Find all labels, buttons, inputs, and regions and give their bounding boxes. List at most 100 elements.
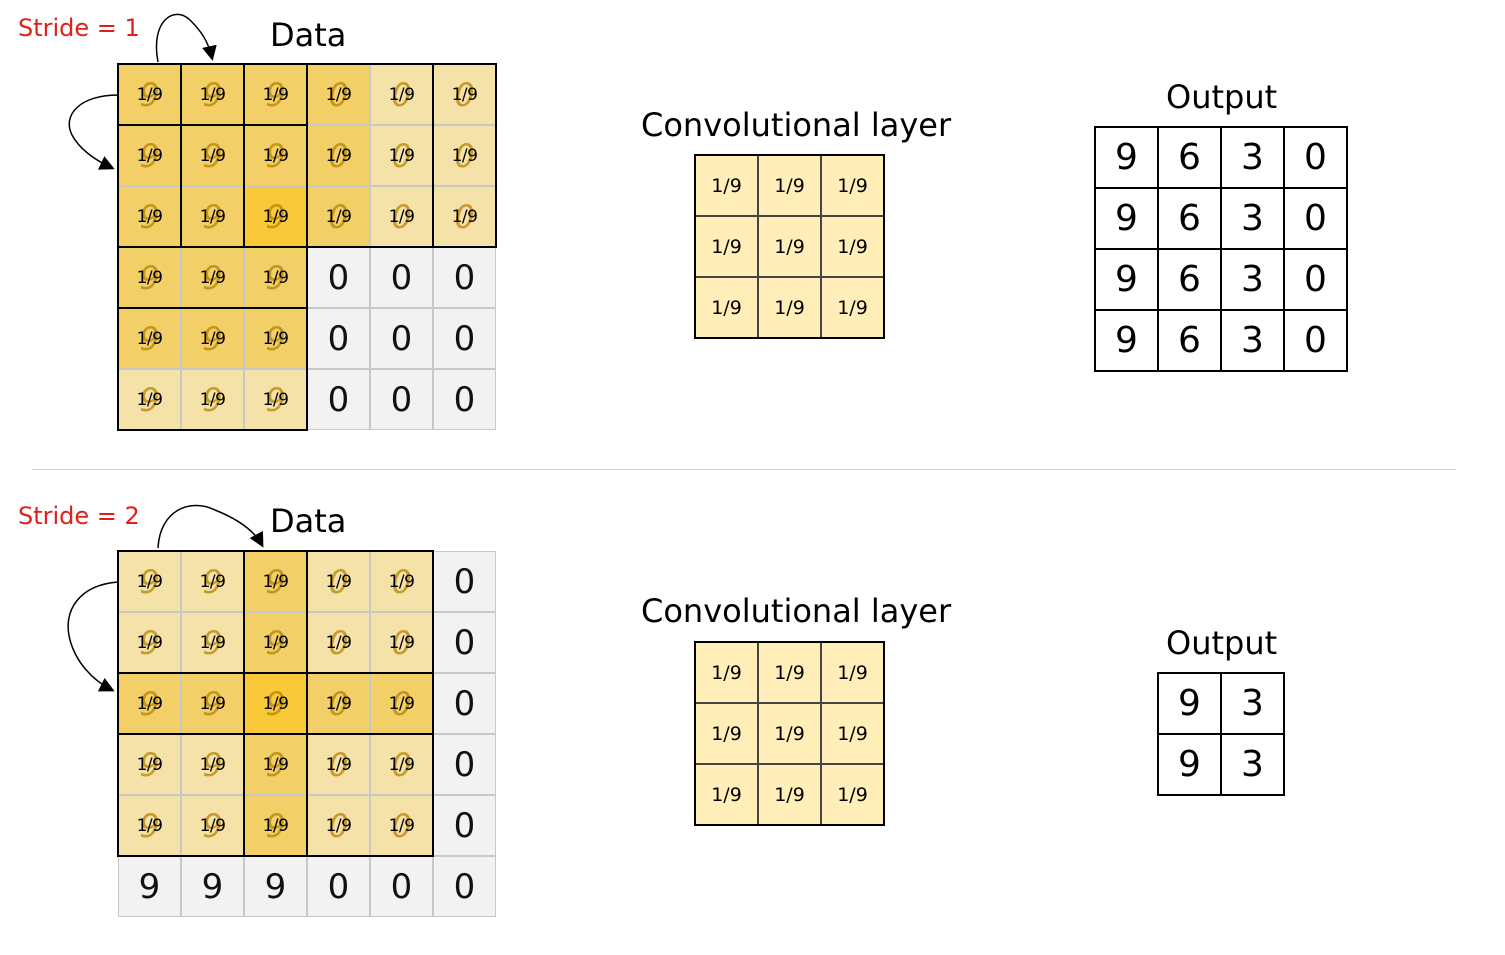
data-cell-value: 0 [328,562,349,601]
data-cell: 0 [307,308,370,369]
data-cell-value: 9 [202,745,223,784]
data-cell-value: 9 [139,75,160,114]
output-cell: 9 [1095,249,1158,310]
data-cell-value: 0 [453,683,476,724]
data-cell-value: 9 [202,684,223,723]
data-cell-value: 9 [202,623,223,662]
output-title: Output [1166,624,1278,662]
filter-weight-overlay: 1/9 [199,571,226,592]
data-cell: 0 [370,856,433,917]
kernel-cell: 1/9 [821,155,884,216]
data-cell: 9 1/9 [181,551,244,612]
output-cell: 3 [1221,127,1284,188]
stride-label: Stride = 1 [18,14,140,42]
data-cell-value: 9 [265,380,286,419]
data-cell-value: 0 [453,318,476,359]
data-cell-value: 9 [139,319,160,358]
data-cell-value: 0 [453,622,476,663]
filter-weight-overlay: 1/9 [136,84,163,105]
data-cell-value: 9 [139,562,160,601]
data-cell-value: 9 [139,684,160,723]
filter-weight-overlay: 1/9 [325,571,352,592]
data-cell: 9 1/9 [244,308,307,369]
data-cell: 0 1/9 [370,795,433,856]
data-cell-value: 9 [139,197,160,236]
filter-weight-overlay: 1/9 [451,84,478,105]
filter-weight-overlay: 1/9 [262,571,289,592]
data-cell-value: 0 [390,866,413,907]
filter-weight-overlay: 1/9 [199,815,226,836]
arrow-down-icon [67,581,119,692]
arrow-right-icon [157,504,264,549]
data-cell-value: 9 [139,806,160,845]
data-cell-value: 9 [139,258,160,297]
data-cell-value: 0 [390,257,413,298]
filter-weight-overlay: 1/9 [388,693,415,714]
data-cell-value: 9 [265,806,286,845]
data-cell: 0 [433,795,496,856]
data-cell: 0 1/9 [307,612,370,673]
data-cell-value: 0 [453,561,476,602]
data-cell-value: 9 [202,562,223,601]
filter-weight-overlay: 1/9 [262,754,289,775]
output-cell: 6 [1158,188,1221,249]
data-cell-value: 0 [391,806,412,845]
kernel-cell: 1/9 [695,216,758,277]
data-cell-value: 0 [391,75,412,114]
data-cell-value: 0 [391,623,412,662]
data-cell: 9 1/9 [181,369,244,430]
data-cell: 0 [370,247,433,308]
filter-weight-overlay: 1/9 [388,815,415,836]
filter-weight-overlay: 1/9 [388,145,415,166]
data-cell: 0 1/9 [307,64,370,125]
kernel-cell: 1/9 [821,764,884,825]
filter-weight-overlay: 1/9 [388,632,415,653]
data-cell-value: 0 [328,136,349,175]
output-cell: 3 [1221,188,1284,249]
data-cell: 0 1/9 [370,125,433,186]
data-cell: 0 1/9 [370,551,433,612]
data-cell: 0 1/9 [370,64,433,125]
filter-weight-overlay: 1/9 [262,328,289,349]
filter-weight-overlay: 1/9 [199,145,226,166]
filter-weight-overlay: 1/9 [199,693,226,714]
data-title: Data [270,502,347,540]
filter-weight-overlay: 1/9 [199,389,226,410]
data-cell-value: 0 [390,318,413,359]
filter-weight-overlay: 1/9 [325,693,352,714]
filter-weight-overlay: 1/9 [199,754,226,775]
data-cell-value: 0 [391,745,412,784]
data-cell-value: 0 [327,318,350,359]
data-cell-value: 9 [265,745,286,784]
data-cell-value: 0 [328,197,349,236]
data-cell: 9 1/9 [118,369,181,430]
data-cell: 9 1/9 [244,734,307,795]
data-cell-value: 0 [454,136,475,175]
data-cell-value: 0 [328,806,349,845]
data-cell: 9 1/9 [181,247,244,308]
data-cell-value: 9 [139,136,160,175]
data-cell: 9 1/9 [244,125,307,186]
data-cell-value: 9 [265,258,286,297]
output-cell: 9 [1095,188,1158,249]
output-cell: 6 [1158,249,1221,310]
filter-weight-overlay: 1/9 [136,267,163,288]
data-cell: 9 1/9 [181,612,244,673]
data-cell: 9 1/9 [181,673,244,734]
data-cell-value: 9 [265,684,286,723]
data-cell-value: 9 [202,136,223,175]
filter-weight-overlay: 1/9 [136,693,163,714]
kernel-cell: 1/9 [758,216,821,277]
filter-weight-overlay: 1/9 [262,84,289,105]
data-cell: 9 1/9 [181,795,244,856]
data-cell-value: 0 [453,805,476,846]
kernel-cell: 1/9 [758,703,821,764]
filter-weight-overlay: 1/9 [388,84,415,105]
filter-weight-overlay: 1/9 [136,328,163,349]
filter-weight-overlay: 1/9 [136,206,163,227]
data-cell-value: 9 [202,197,223,236]
data-cell-value: 9 [265,197,286,236]
data-cell-value: 9 [264,866,287,907]
data-cell: 9 1/9 [244,186,307,247]
data-cell: 9 1/9 [118,734,181,795]
